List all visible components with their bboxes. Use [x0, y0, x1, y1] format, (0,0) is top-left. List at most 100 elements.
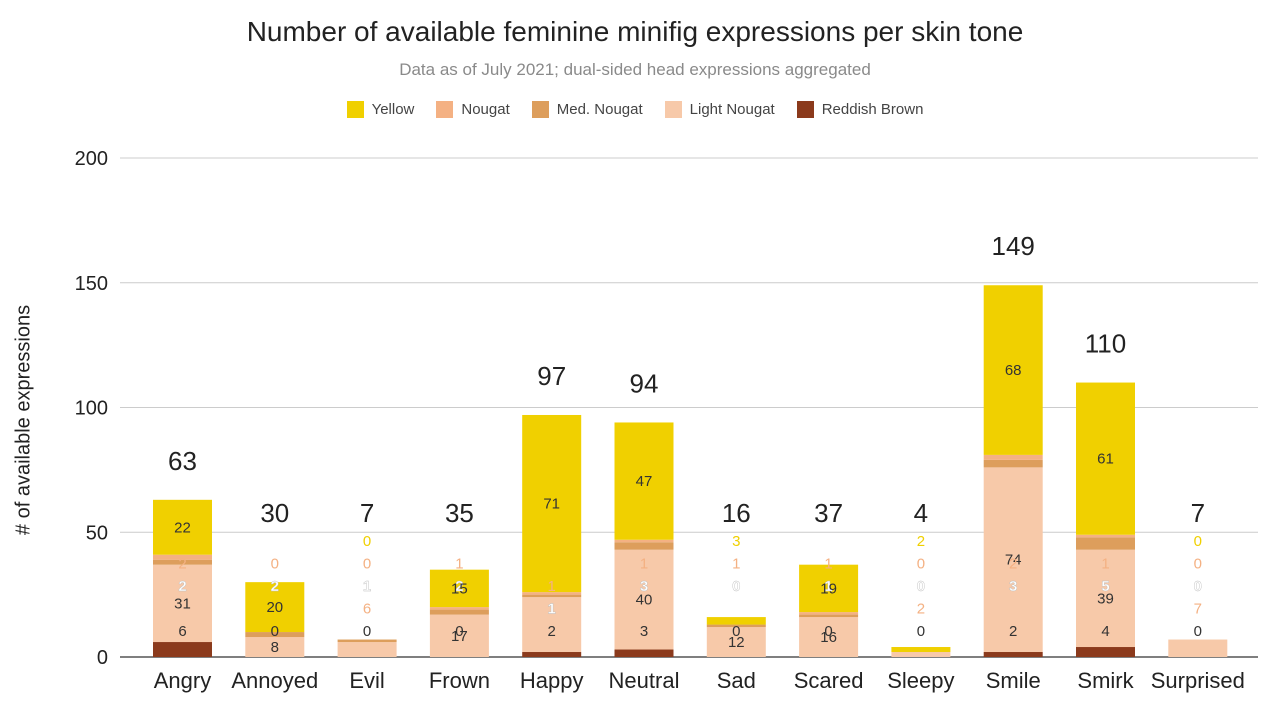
bar-segment-smirk-nougat: [1076, 534, 1135, 538]
total-label: 97: [537, 361, 566, 391]
bar-segment-angry-yellow: [153, 499, 212, 555]
bar-segment-angry-light-nougat: [153, 564, 212, 643]
bar-segment-smile-reddish-brown: [983, 652, 1043, 657]
total-label: 110: [1085, 329, 1126, 359]
bar-segment-happy-reddish-brown: [522, 652, 582, 657]
data-label: 0: [1194, 578, 1202, 595]
bar-segment-happy-nougat: [522, 592, 582, 595]
x-tick-label: Smirk: [1077, 668, 1134, 693]
data-label: 6: [178, 623, 186, 640]
bar-segment-smile-med-nougat: [983, 459, 1043, 468]
bar-segment-smirk-med-nougat: [1076, 537, 1135, 550]
data-label: 0: [363, 533, 371, 550]
data-label: 4: [1101, 623, 1109, 640]
data-label: 0: [363, 623, 371, 640]
bar-segment-frown-light-nougat: [429, 614, 489, 657]
total-label: 63: [168, 446, 197, 476]
legend-item-light-nougat: Light Nougat: [664, 101, 775, 118]
bar-segment-sad-med-nougat: [706, 624, 766, 628]
bar-segment-annoyed-med-nougat: [245, 632, 305, 638]
legend-swatch: [346, 101, 364, 118]
total-label: 149: [992, 231, 1035, 261]
chart-subtitle: Data as of July 2021; dual-sided head ex…: [399, 60, 871, 79]
data-label: 1: [363, 578, 371, 595]
data-label: 2: [178, 556, 186, 573]
data-label: 0: [271, 556, 279, 573]
data-label: 12: [728, 634, 745, 651]
bar-segment-angry-reddish-brown: [153, 642, 212, 657]
x-tick-label: Frown: [429, 668, 490, 693]
bar-segment-annoyed-yellow: [245, 582, 305, 633]
bar-segment-smirk-light-nougat: [1076, 549, 1135, 648]
x-tick-label: Angry: [154, 668, 211, 693]
data-label: 16: [820, 629, 837, 646]
bar-segment-evil-light-nougat: [337, 642, 397, 657]
bar-segment-smile-light-nougat: [983, 467, 1043, 653]
data-label: 8: [271, 639, 279, 656]
data-label: 0: [363, 556, 371, 573]
bar-segment-sad-light-nougat: [706, 627, 766, 657]
bar-segment-evil-med-nougat: [337, 639, 397, 643]
data-label: 0: [271, 623, 279, 640]
data-label: 68: [1005, 362, 1022, 379]
data-label: 1: [1101, 556, 1109, 573]
y-tick-label: 50: [86, 522, 108, 544]
data-label: 0: [455, 623, 463, 640]
chart-title: Number of available feminine minifig exp…: [246, 16, 1024, 47]
legend-item-yellow: Yellow: [346, 101, 415, 118]
legend-swatch: [664, 101, 682, 118]
bar-segment-smirk-reddish-brown: [1076, 647, 1135, 657]
data-label: 0: [1194, 556, 1202, 573]
data-label: 19: [820, 580, 837, 597]
y-tick-label: 100: [75, 398, 108, 420]
data-label: 0: [917, 578, 925, 595]
data-label: 71: [543, 496, 560, 513]
bar-segment-frown-yellow: [429, 569, 489, 608]
data-label: 0: [732, 578, 740, 595]
data-label: 6: [363, 601, 371, 618]
data-label: 0: [1194, 623, 1202, 640]
data-label: 61: [1097, 451, 1114, 468]
data-label: 1: [824, 556, 832, 573]
data-label: 3: [640, 578, 648, 595]
bar-segment-scared-nougat: [799, 612, 859, 615]
data-label: 1: [548, 578, 556, 595]
data-label: 40: [636, 592, 653, 609]
legend-swatch: [531, 101, 549, 118]
data-label: 0: [1194, 533, 1202, 550]
data-label: 1: [455, 556, 463, 573]
bar-segment-smile-nougat: [983, 454, 1043, 460]
bar-segment-neutral-med-nougat: [614, 542, 674, 550]
legend-item-med-nougat: Med. Nougat: [531, 101, 643, 118]
data-label: 1: [824, 578, 832, 595]
data-label: 3: [1009, 578, 1017, 595]
total-label: 30: [260, 498, 289, 528]
bar-segment-scared-yellow: [799, 564, 859, 613]
bar-segment-angry-nougat: [153, 554, 212, 560]
data-label: 0: [917, 556, 925, 573]
total-label: 7: [360, 498, 374, 528]
x-tick-label: Surprised: [1151, 668, 1245, 693]
bar-segment-angry-med-nougat: [153, 559, 212, 565]
data-label: 2: [917, 601, 925, 618]
data-label: 47: [636, 473, 653, 490]
data-label: 1: [732, 556, 740, 573]
legend-item-nougat: Nougat: [436, 101, 510, 118]
total-label: 37: [814, 498, 843, 528]
legend-label: Yellow: [371, 101, 415, 118]
total-label: 94: [630, 368, 659, 398]
y-tick-label: 200: [75, 148, 108, 170]
bar-segment-annoyed-light-nougat: [245, 637, 305, 657]
bar-segment-sleepy-light-nougat: [891, 652, 951, 657]
y-tick-label: 150: [75, 273, 108, 295]
x-tick-label: Scared: [794, 668, 864, 693]
bar-segment-happy-light-nougat: [522, 597, 582, 653]
x-tick-label: Sad: [717, 668, 756, 693]
data-label: 2: [1009, 623, 1017, 640]
data-label: 7: [1194, 601, 1202, 618]
bar-segment-neutral-nougat: [614, 539, 674, 543]
bar-segment-scared-light-nougat: [799, 617, 859, 657]
data-label: 31: [174, 595, 191, 612]
total-label: 4: [914, 498, 928, 528]
bar-segment-happy-med-nougat: [522, 594, 582, 598]
